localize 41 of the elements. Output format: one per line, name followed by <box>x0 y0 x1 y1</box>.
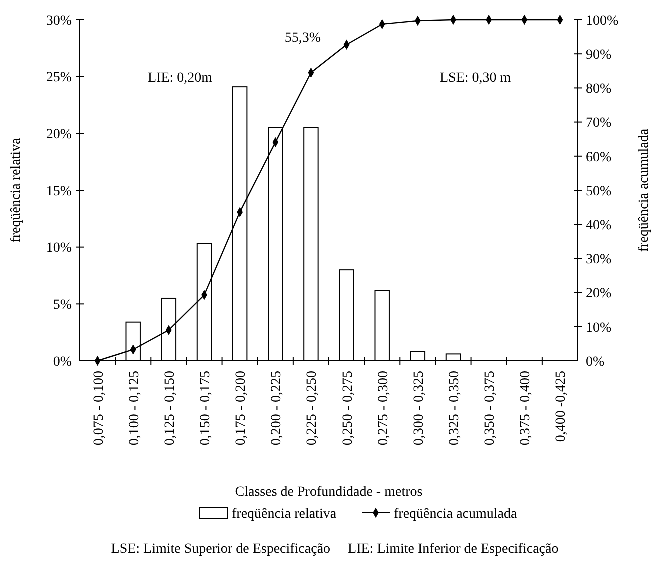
x-tick-label: 0,225 - 0,250 <box>305 371 320 446</box>
x-tick-label: 0,350 - 0,375 <box>483 371 498 446</box>
x-tick-label: 0,375 - 0,400 <box>518 371 534 446</box>
y-tick-label: 20% <box>46 128 72 143</box>
y-tick-label: 10% <box>46 241 72 256</box>
x-tick-label: 0,150 - 0,175 <box>198 371 214 446</box>
y2-tick-label: 40% <box>586 218 612 234</box>
x-tick-label: 0,125 - 0,150 <box>162 371 178 446</box>
y2-tick-label: 50% <box>586 184 612 200</box>
y2-tick-label: 70% <box>586 116 612 132</box>
x-tick-label: 0,325 - 0,350 <box>448 371 462 446</box>
x-tick-label: 0,400 -0,425 <box>554 371 570 442</box>
y2-tick-label: 20% <box>586 286 612 302</box>
y-tick-label: 30% <box>46 14 72 29</box>
x-tick-label: 0,075 - 0,100 <box>92 371 107 446</box>
legend-label: freqüência acumulada <box>394 507 518 522</box>
annotation: LIE: 0,20m <box>148 71 213 86</box>
x-axis-title: Classes de Profundidade - metros <box>235 485 423 500</box>
annotation: LSE: 0,30 m <box>440 71 512 86</box>
y2-tick-label: 30% <box>586 252 612 268</box>
x-tick-label: 0,100 - 0,125 <box>127 371 142 446</box>
y-tick-label: 15% <box>46 184 72 200</box>
y2-tick-label: 80% <box>586 82 612 98</box>
y-tick-label: 0% <box>53 354 72 370</box>
legend-label: freqüência relativa <box>232 507 338 522</box>
y2-tick-label: 100% <box>586 14 619 29</box>
annotation: 55,3% <box>284 31 322 46</box>
x-tick-label: 0,275 - 0,300 <box>376 371 392 446</box>
x-tick-label: 0,175 - 0,200 <box>234 371 250 446</box>
x-tick-label: 0,250 - 0,275 <box>340 371 356 446</box>
y-axis-title: freqüência relativa <box>9 137 24 243</box>
y2-tick-label: 90% <box>586 48 612 63</box>
text: LSE: Limite Superior de Especificação LIE: Limite Inferior de Especificação <box>111 542 559 557</box>
y2-tick-label: 10% <box>586 320 612 336</box>
y2-tick-label: 60% <box>586 150 612 166</box>
x-tick-label: 0,300 - 0,325 <box>412 371 427 446</box>
y2-tick-label: 0% <box>586 354 605 370</box>
y-tick-label: 25% <box>46 70 72 86</box>
y2-axis-title: freqüência acumulada <box>637 128 652 252</box>
x-tick-label: 0,200 - 0,225 <box>270 371 285 446</box>
y-tick-label: 5% <box>53 298 72 314</box>
